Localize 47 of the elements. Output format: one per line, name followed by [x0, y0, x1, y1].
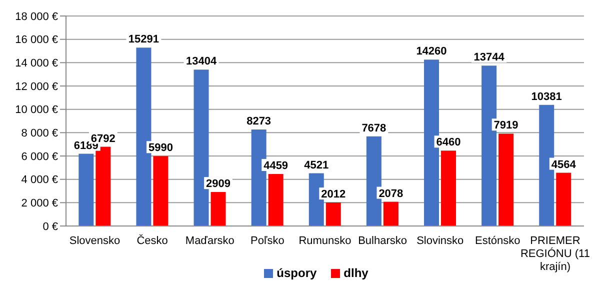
- data-label: 2078: [378, 188, 404, 200]
- y-tick-label: 2 000 €: [21, 198, 58, 210]
- y-tick-label: 8 000 €: [21, 128, 58, 140]
- y-tick-label: 18 000 €: [15, 10, 58, 23]
- x-tick-label: Bulharsko: [358, 235, 408, 247]
- legend-label: úspory: [276, 266, 317, 280]
- data-label: 15291: [128, 34, 160, 46]
- bar: [153, 156, 168, 226]
- x-tick-label: Slovinsko: [416, 235, 464, 247]
- data-label: 4459: [264, 160, 288, 172]
- data-label: 2012: [321, 188, 346, 201]
- bar: [78, 154, 94, 226]
- y-tick-label: 10 000 €: [15, 104, 58, 116]
- x-tick-label: Poľsko: [250, 235, 284, 247]
- x-tick-label: Slovensko: [69, 235, 120, 247]
- data-label: 14260: [416, 46, 447, 58]
- x-tick-label: Estónsko: [475, 235, 520, 247]
- bar: [556, 172, 572, 226]
- bar: [498, 134, 514, 226]
- data-label: 13744: [474, 52, 506, 64]
- bar: [326, 202, 341, 226]
- bar: [210, 192, 226, 226]
- y-tick-label: 12 000 €: [15, 80, 58, 93]
- data-label: 7919: [494, 120, 518, 132]
- y-tick-label: 16 000 €: [15, 34, 58, 46]
- data-label: 13404: [186, 56, 218, 68]
- x-tick-label: Česko: [136, 234, 168, 247]
- data-label: 6792: [90, 132, 116, 145]
- data-label: 4521: [304, 159, 329, 172]
- data-label: 6460: [436, 136, 461, 149]
- y-tick-label: 4 000 €: [21, 174, 58, 186]
- data-label: 7678: [362, 122, 386, 134]
- y-tick-label: 14 000 €: [15, 58, 58, 70]
- legend-label: dlhy: [342, 266, 368, 280]
- data-label: 4564: [551, 158, 577, 171]
- x-tick-label: Maďarsko: [185, 235, 234, 247]
- bar: [440, 150, 456, 226]
- data-label: 10381: [531, 90, 562, 103]
- y-tick-label: 0 €: [42, 220, 58, 233]
- bar: [268, 174, 284, 226]
- bar: [383, 202, 398, 226]
- x-tick-label: PRIEMER REGIÓNU (11 krajín): [520, 235, 590, 273]
- x-tick-label: Rumunsko: [298, 235, 352, 247]
- data-label: 2909: [206, 178, 231, 190]
- data-label: 8273: [246, 115, 272, 128]
- y-tick-label: 6 000 €: [21, 150, 58, 163]
- data-label: 5990: [148, 142, 173, 154]
